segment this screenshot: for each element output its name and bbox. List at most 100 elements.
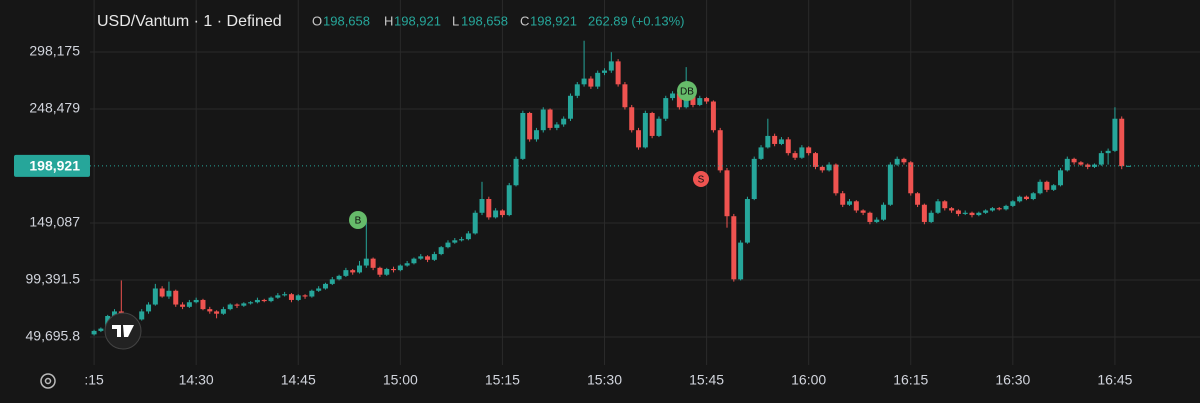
candle-body (452, 240, 458, 243)
candle-body (357, 265, 363, 273)
candle-body (1085, 164, 1091, 167)
candle-body (459, 239, 465, 241)
candle-body (792, 153, 798, 158)
candle-body (595, 72, 601, 87)
symbol-title: USD/Vantum · 1 · Defined (97, 13, 282, 30)
close-label: C (520, 13, 529, 28)
y-tick-label: 248,479 (29, 100, 80, 116)
candle-body (874, 219, 880, 222)
x-tick-label: :15 (84, 372, 104, 388)
candle-body (1044, 181, 1050, 190)
logo-circle[interactable] (104, 312, 142, 350)
candle-body (268, 297, 274, 302)
candle-body (1098, 153, 1104, 165)
candle-body (425, 256, 431, 260)
candle-body (404, 263, 410, 266)
candle-body (731, 216, 737, 280)
marker-db-label: DB (680, 87, 694, 98)
marker-s[interactable] (693, 171, 709, 187)
candle-body (710, 101, 716, 131)
candle-body (112, 311, 118, 317)
candle-body (928, 212, 934, 222)
marker-db[interactable] (677, 81, 697, 101)
candle-body (778, 139, 784, 144)
high-label: H (384, 13, 393, 28)
candle-body (91, 330, 97, 335)
candle-body (146, 304, 152, 312)
candle-body (901, 158, 907, 163)
x-tick-label: 16:00 (791, 372, 826, 388)
candle-body (520, 112, 526, 159)
grid (90, 0, 1200, 365)
candle-body (193, 299, 199, 303)
candle-body (207, 309, 213, 312)
candle-body (384, 268, 390, 275)
marker-b[interactable] (349, 211, 367, 229)
candle-body (533, 130, 539, 140)
markers: B DB S (349, 81, 709, 229)
candle-body (1051, 185, 1057, 190)
candle-body (493, 210, 499, 218)
candle-body (173, 290, 179, 305)
y-tick-label: 49,695.8 (26, 328, 81, 344)
candle-body (969, 212, 975, 216)
candle-body (159, 288, 165, 297)
marker-b-label: B (355, 216, 362, 227)
candle-body (860, 210, 866, 213)
candle-body (656, 118, 662, 136)
candle-body (608, 61, 614, 71)
candle-body (738, 242, 744, 280)
header: USD/Vantum · 1 · Defined O 198,658 H 198… (97, 13, 684, 30)
candle-body (506, 185, 512, 216)
open-label: O (312, 13, 322, 28)
candle-body (894, 158, 900, 165)
settings-button[interactable] (40, 373, 56, 389)
candle-body (302, 295, 308, 297)
candle-body (567, 95, 573, 119)
candle-body (186, 302, 192, 307)
candle-body (649, 112, 655, 136)
logo[interactable] (104, 312, 142, 350)
x-tick-label: 14:30 (179, 372, 214, 388)
candle-body (1017, 196, 1023, 202)
candle-body (697, 98, 703, 105)
candle-body (602, 70, 608, 73)
candle-body (588, 78, 594, 87)
close-value: 198,921 (530, 13, 577, 28)
x-tick-label: 15:30 (587, 372, 622, 388)
candle-body (540, 109, 546, 131)
candle-body (234, 304, 240, 306)
candle-body (309, 290, 315, 297)
candle-body (962, 212, 968, 214)
candle-body (377, 267, 383, 275)
candle-body (180, 304, 186, 307)
candle-body (479, 199, 485, 213)
candle-body (908, 162, 914, 194)
x-tick-label: 15:45 (689, 372, 724, 388)
candle-body (717, 130, 723, 171)
candle-body (772, 135, 778, 144)
candle-body (275, 295, 281, 298)
candle-body (574, 84, 580, 96)
candle-body (867, 212, 873, 222)
candle-body (527, 112, 533, 140)
candle-body (261, 299, 267, 302)
candle-body (615, 61, 621, 85)
candle-body (935, 201, 941, 213)
candle-body (622, 84, 628, 108)
candle-body (1010, 201, 1016, 206)
settings-icon[interactable] (40, 373, 56, 389)
candle-body (812, 153, 818, 167)
candle-body (1037, 181, 1043, 194)
last-price-box (14, 154, 90, 177)
candle-body (915, 193, 921, 205)
candle-body (1064, 158, 1070, 171)
candle-body (316, 288, 322, 291)
candle-body (826, 164, 832, 171)
low-label: L (452, 13, 459, 28)
candle-body (513, 158, 519, 186)
candle-body (554, 124, 560, 128)
candle-body (1126, 165, 1132, 167)
x-tick-label: 16:15 (893, 372, 928, 388)
candle-body (220, 309, 226, 314)
